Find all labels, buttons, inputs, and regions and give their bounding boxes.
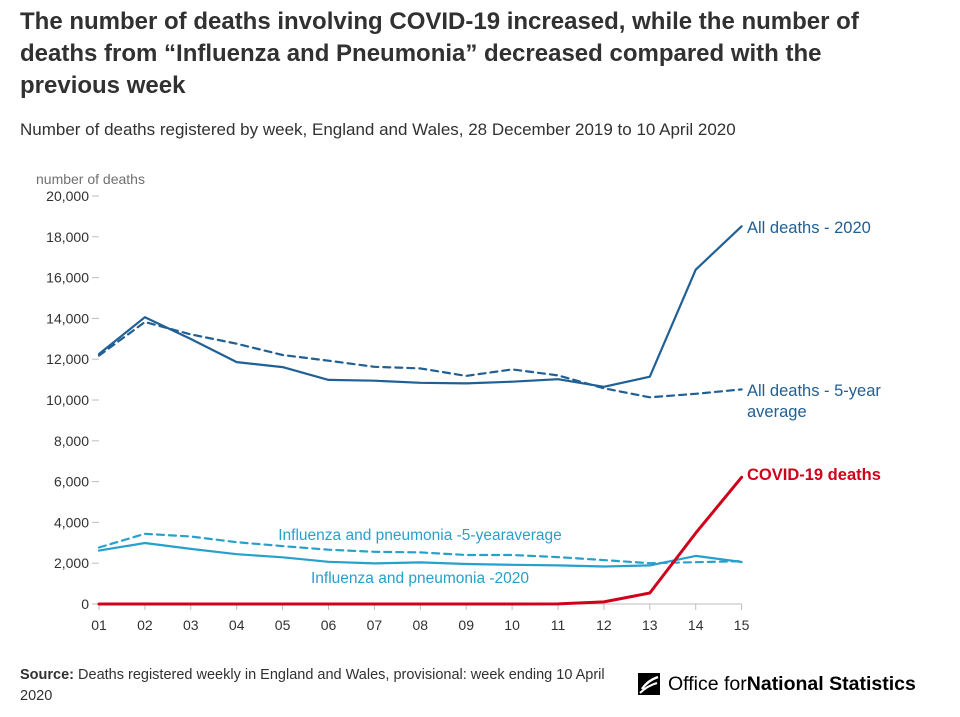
x-tick-label: 15 [734,617,750,633]
x-tick-label: 12 [596,617,612,633]
y-tick-label: 14,000 [46,310,89,326]
series-line-all-deaths-2020 [97,225,743,388]
logo-text-bold: National Statistics [746,672,916,695]
chart-subtitle: Number of deaths registered by week, Eng… [20,120,736,139]
x-tick-label: 13 [642,617,658,633]
series-line-influenza-and-pneumonia-5-yearaverage [97,532,743,565]
ons-logo-icon [638,673,660,695]
source-label: Source: [20,667,74,683]
y-tick-label: 8,000 [54,433,89,449]
y-tick-label: 12,000 [46,351,89,367]
annotation-label: COVID-19 deaths [747,466,881,484]
x-tick-label: 07 [367,617,383,633]
ons-logo: Office for National Statistics [636,671,916,697]
x-tick-label: 03 [183,617,199,633]
annotation-label: All deaths - 5-year [747,382,881,400]
y-tick-label: 10,000 [46,392,89,408]
source-note: Source: Deaths registered weekly in Engl… [20,665,620,707]
x-axis: 01 02 03 04 05 06 07 08 09 10 11 12 13 14 15 [91,603,750,633]
annotation-label: average [747,403,807,421]
x-tick-label: 06 [321,617,337,633]
x-tick-label: 14 [688,617,704,633]
y-tick-label: 0 [81,596,89,612]
series-line-all-deaths-5-year-average [97,320,743,399]
y-tick-label: 20,000 [46,188,89,204]
x-tick-label: 08 [413,617,429,633]
series-lines [97,225,744,606]
x-tick-label: 11 [551,617,566,633]
annotation-label: All deaths - 2020 [747,219,871,237]
series-annotations: All deaths - 2020 All deaths - 5-year aver… [278,219,881,587]
y-tick-label: 2,000 [54,555,89,571]
annotation-label: Influenza and pneumonia -2020 [311,570,529,587]
x-tick-label: 02 [137,617,153,633]
x-tick-label: 09 [458,617,474,633]
y-tick-label: 6,000 [54,474,89,490]
y-tick-label: 4,000 [54,514,89,530]
annotation-label: Influenza and pneumonia -5-yearaverage [278,527,562,544]
line-chart: 0 2,000 4,000 6,000 8,000 10,000 12,000 14,000 1… [36,171,881,633]
logo-text-regular: Office for [668,672,747,695]
y-axis: 0 2,000 4,000 6,000 8,000 10,000 12,000 14,000 1… [46,188,99,612]
chart-title: The number of deaths involving COVID-19 … [20,8,859,99]
x-tick-label: 04 [229,617,245,633]
y-tick-label: 18,000 [46,229,89,245]
y-axis-label: number of deaths [36,171,145,187]
series-line-influenza-and-pneumonia-2020 [97,541,743,568]
x-tick-label: 10 [504,617,520,633]
x-tick-label: 05 [275,617,291,633]
y-tick-label: 16,000 [46,270,89,286]
source-text: Deaths registered weekly in England and … [20,667,605,704]
series-line-covid-19-deaths [97,475,744,606]
x-tick-label: 01 [91,617,107,633]
